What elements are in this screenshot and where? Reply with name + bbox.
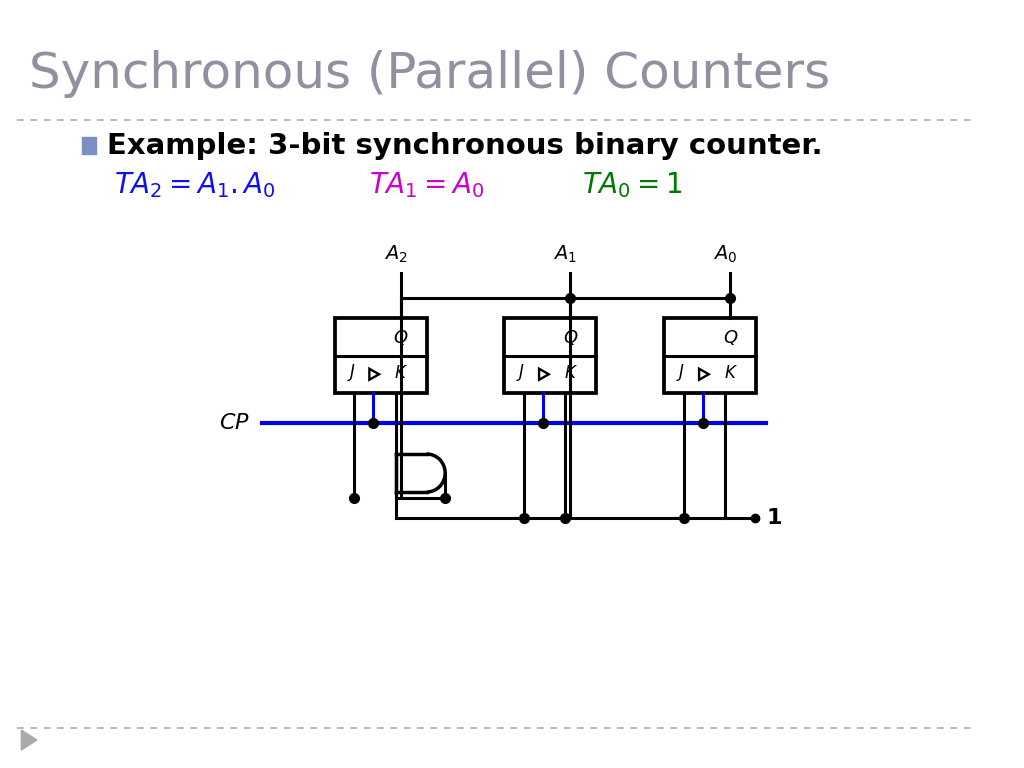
Bar <box>665 318 757 393</box>
Bar <box>504 318 596 393</box>
Text: Example: 3-bit synchronous binary counter.: Example: 3-bit synchronous binary counte… <box>106 132 822 160</box>
Text: $K$: $K$ <box>724 364 737 382</box>
Text: $Q$: $Q$ <box>563 328 579 347</box>
Text: $\mathbf{1}$: $\mathbf{1}$ <box>766 508 782 528</box>
Polygon shape <box>22 730 37 750</box>
Text: $J$: $J$ <box>516 362 525 383</box>
Text: $K$: $K$ <box>394 364 408 382</box>
Text: $J$: $J$ <box>346 362 355 383</box>
Text: Synchronous (Parallel) Counters: Synchronous (Parallel) Counters <box>29 50 830 98</box>
Text: $J$: $J$ <box>676 362 685 383</box>
Text: $K$: $K$ <box>563 364 578 382</box>
Text: $\mathit{TA}_1 = A_0$: $\mathit{TA}_1 = A_0$ <box>369 170 483 200</box>
Text: $Q$: $Q$ <box>723 328 738 347</box>
Text: $\mathit{CP}$: $\mathit{CP}$ <box>219 413 250 433</box>
Text: $\mathbf{\mathit{A}}_{0}$: $\mathbf{\mathit{A}}_{0}$ <box>714 243 737 265</box>
Bar <box>83 137 96 154</box>
Text: $\mathit{TA}_2 = A_1.A_0$: $\mathit{TA}_2 = A_1.A_0$ <box>115 170 275 200</box>
Text: $\mathbf{\mathit{A}}_{1}$: $\mathbf{\mathit{A}}_{1}$ <box>553 243 578 265</box>
Bar <box>335 318 427 393</box>
Text: $\mathbf{\mathit{A}}_{2}$: $\mathbf{\mathit{A}}_{2}$ <box>384 243 408 265</box>
Text: $Q$: $Q$ <box>393 328 409 347</box>
Text: $\mathit{TA}_0 = 1$: $\mathit{TA}_0 = 1$ <box>582 170 682 200</box>
